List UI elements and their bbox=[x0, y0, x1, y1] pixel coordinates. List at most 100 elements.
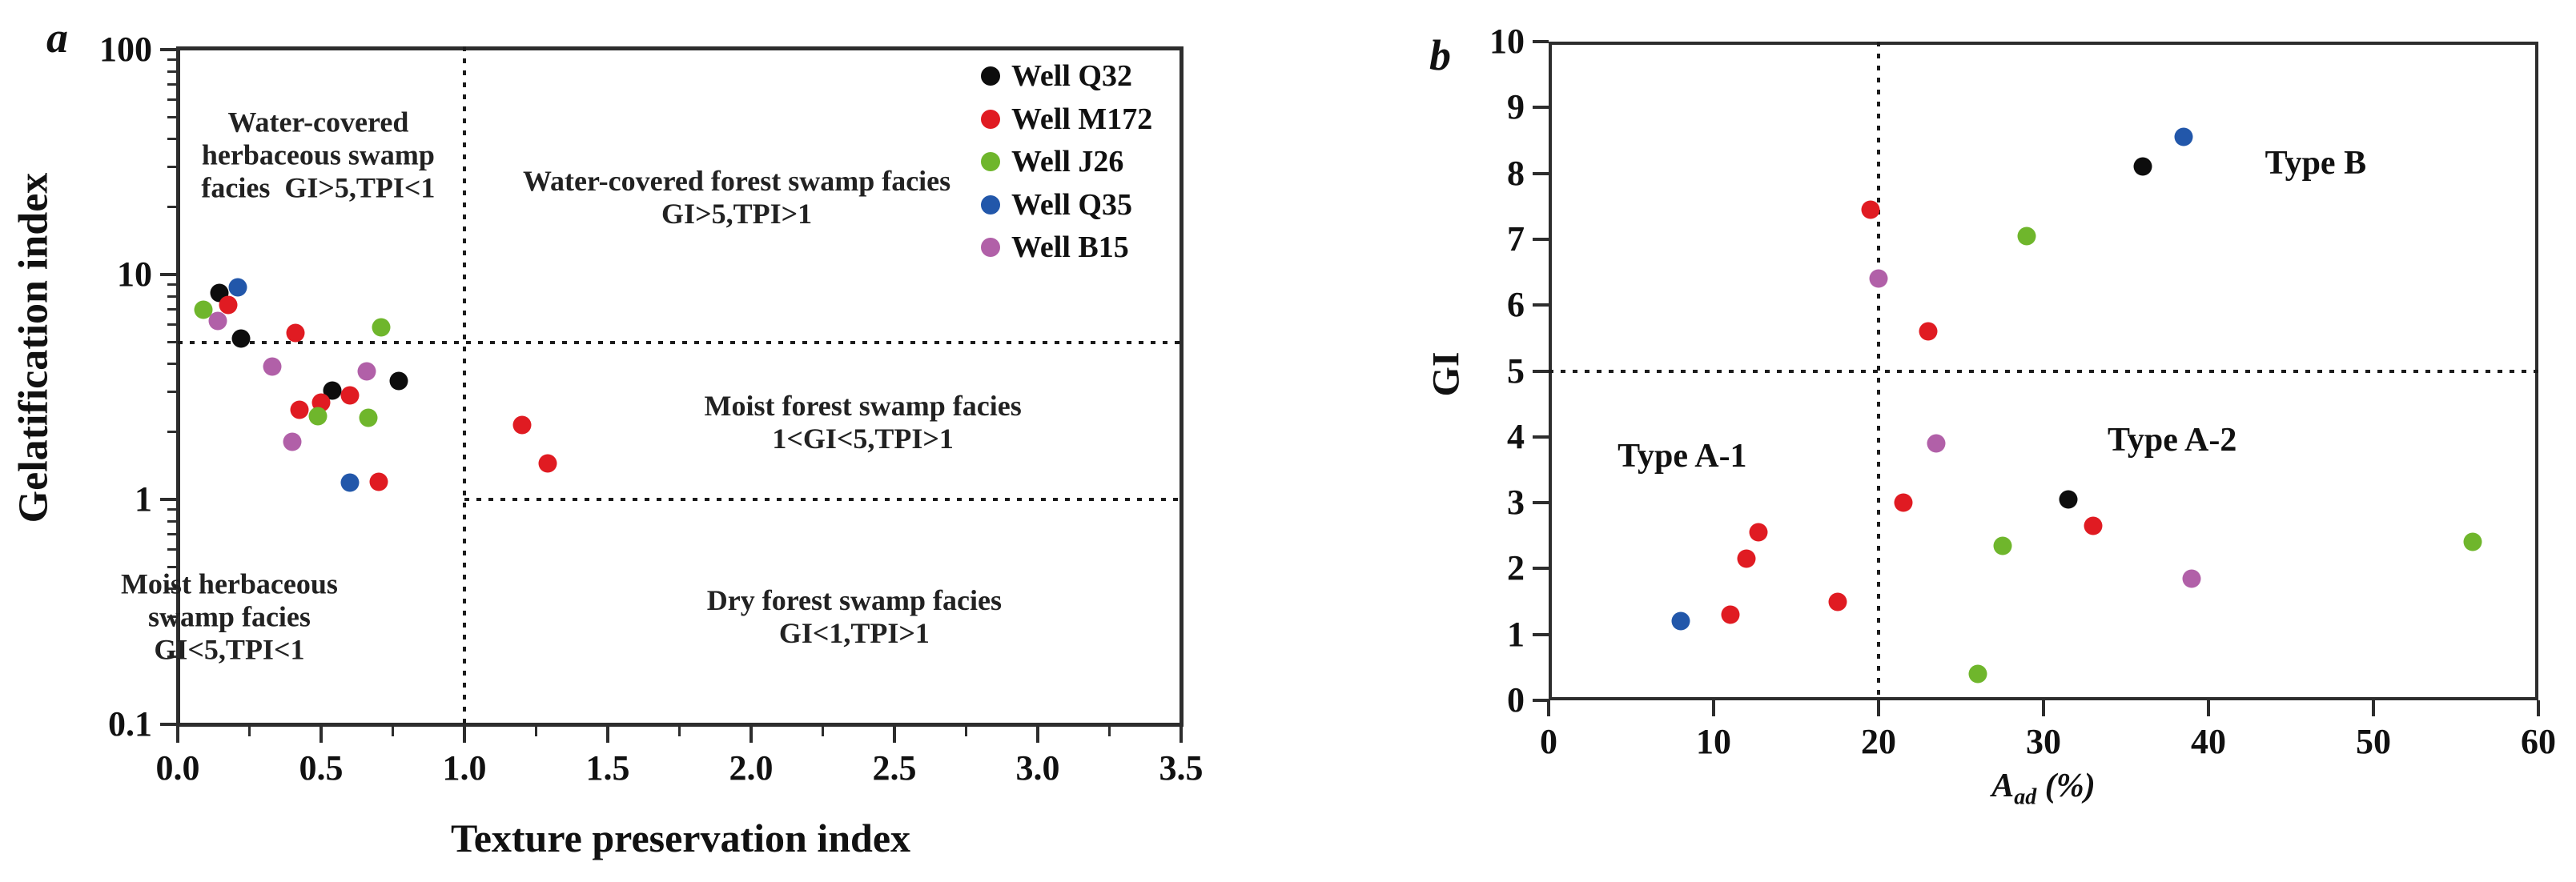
facies-boundary-line bbox=[463, 46, 466, 727]
y-axis-minor-tick bbox=[167, 391, 176, 394]
y-axis-tick-label: 1 bbox=[135, 479, 152, 519]
legend-marker-circle bbox=[981, 194, 1000, 214]
data-point-well-j26 bbox=[1993, 536, 2011, 555]
y-axis-minor-tick bbox=[167, 363, 176, 366]
y-axis-minor-tick bbox=[167, 547, 176, 551]
legend-marker-circle bbox=[981, 109, 1000, 129]
data-point-well-q32 bbox=[389, 371, 408, 391]
y-axis-tick-label: 9 bbox=[1507, 87, 1525, 127]
y-axis-tick-label: 10 bbox=[117, 255, 152, 294]
data-point-well-m172 bbox=[512, 415, 532, 435]
y-axis-minor-tick bbox=[167, 70, 176, 73]
y-axis-tick-label: 4 bbox=[1507, 416, 1525, 456]
facies-boundary-line bbox=[464, 498, 1181, 501]
y-axis-tick bbox=[160, 273, 176, 276]
x-axis-tick-label: 50 bbox=[2356, 722, 2391, 761]
data-point-well-m172 bbox=[290, 400, 309, 419]
y-axis-tick-label: 0 bbox=[1507, 680, 1525, 720]
y-axis-minor-tick bbox=[167, 615, 176, 619]
x-axis-tick bbox=[749, 727, 753, 743]
legend-item-label: Well B15 bbox=[1011, 231, 1129, 264]
facies-region-label: Moist forest swamp facies 1<GI<5,TPI>1 bbox=[704, 389, 1022, 455]
data-point-well-q35 bbox=[1671, 611, 1690, 631]
y-axis-minor-tick bbox=[167, 655, 176, 658]
y-axis-tick bbox=[1533, 699, 1549, 702]
data-point-well-b15 bbox=[2182, 569, 2201, 588]
y-axis-minor-tick bbox=[167, 587, 176, 591]
y-axis-minor-tick bbox=[167, 98, 176, 101]
data-point-well-m172 bbox=[2084, 516, 2103, 535]
y-axis-minor-tick bbox=[167, 138, 176, 141]
data-point-well-b15 bbox=[263, 357, 282, 376]
y-axis-tick bbox=[160, 723, 176, 726]
panel-b-letter: b bbox=[1429, 31, 1451, 79]
y-axis-tick-label: 6 bbox=[1507, 285, 1525, 325]
legend-marker-circle bbox=[981, 66, 1000, 86]
y-axis-minor-tick bbox=[167, 430, 176, 433]
y-axis-tick bbox=[1533, 501, 1549, 505]
y-axis-minor-tick bbox=[167, 308, 176, 311]
data-point-well-m172 bbox=[1861, 200, 1880, 219]
x-axis-tick-label: 20 bbox=[1861, 722, 1896, 761]
aad-sub: ad bbox=[2014, 784, 2037, 810]
y-axis-tick bbox=[1533, 632, 1549, 636]
y-axis-tick bbox=[1533, 171, 1549, 175]
y-axis-minor-tick bbox=[167, 508, 176, 511]
x-axis-tick bbox=[2207, 700, 2210, 716]
facies-region-label: Moist herbaceous swamp facies GI<5,TPI<1 bbox=[120, 567, 338, 666]
y-axis-tick bbox=[1533, 435, 1549, 439]
x-axis-tick-label: 1.0 bbox=[442, 748, 487, 788]
data-point-well-j26 bbox=[194, 300, 213, 319]
y-axis-minor-tick bbox=[167, 341, 176, 344]
data-point-well-q35 bbox=[2174, 127, 2193, 146]
x-axis-tick bbox=[1179, 727, 1183, 743]
y-axis-minor-tick bbox=[167, 83, 176, 86]
y-axis-tick bbox=[160, 48, 176, 51]
data-point-well-q32 bbox=[2133, 157, 2152, 176]
facies-region-label: Type A-2 bbox=[2107, 421, 2237, 459]
x-axis-tick bbox=[176, 727, 179, 743]
y-axis-tick-label: 10 bbox=[1489, 22, 1525, 61]
y-axis-minor-tick bbox=[167, 58, 176, 62]
data-point-well-q35 bbox=[228, 278, 247, 297]
legend-item-label: Well J26 bbox=[1011, 145, 1124, 178]
data-point-well-m172 bbox=[1894, 493, 1913, 512]
x-axis-tick-label: 10 bbox=[1696, 722, 1731, 761]
y-axis-minor-tick bbox=[167, 566, 176, 569]
y-axis-tick bbox=[160, 498, 176, 501]
x-axis-tick-label: 0 bbox=[1540, 722, 1557, 761]
x-axis-tick bbox=[1036, 727, 1039, 743]
aad-var: A bbox=[1991, 768, 2015, 804]
data-point-well-m172 bbox=[538, 454, 557, 473]
legend: Well Q32 Well M172 Well J26 Well Q35 Well B1… bbox=[981, 58, 1181, 275]
x-axis-tick bbox=[2372, 700, 2375, 716]
y-axis-minor-tick bbox=[167, 295, 176, 298]
data-point-well-b15 bbox=[357, 362, 376, 381]
x-axis-tick-label: 2.0 bbox=[729, 748, 774, 788]
x-axis-tick bbox=[1712, 700, 1715, 716]
panel-a-plot-frame bbox=[176, 46, 1184, 727]
y-axis-minor-tick bbox=[167, 116, 176, 119]
y-axis-tick-label: 1 bbox=[1507, 614, 1525, 654]
y-axis-tick bbox=[1533, 369, 1549, 373]
data-point-well-q32 bbox=[2059, 490, 2078, 509]
x-axis-minor-tick bbox=[965, 727, 967, 736]
x-axis-tick-label: 2.5 bbox=[872, 748, 917, 788]
data-point-well-m172 bbox=[219, 295, 238, 315]
y-axis-tick bbox=[1533, 567, 1549, 571]
y-axis-minor-tick bbox=[167, 533, 176, 536]
y-axis-minor-tick bbox=[167, 205, 176, 208]
data-point-well-j26 bbox=[1968, 664, 1987, 684]
facies-boundary-line bbox=[178, 340, 1181, 344]
x-axis-tick-label: 40 bbox=[2191, 722, 2226, 761]
data-point-well-j26 bbox=[359, 408, 378, 427]
x-axis-minor-tick bbox=[392, 727, 394, 736]
x-axis-minor-tick bbox=[535, 727, 537, 736]
facies-region-label: Water-covered herbaceous swamp facies GI… bbox=[201, 106, 436, 204]
legend-item-label: Well Q35 bbox=[1011, 187, 1132, 222]
facies-boundary-line bbox=[1549, 369, 2538, 373]
legend-item-label: Well M172 bbox=[1011, 102, 1153, 136]
x-axis-tick-label: 3.0 bbox=[1015, 748, 1060, 788]
data-point-well-m172 bbox=[1749, 523, 1768, 542]
